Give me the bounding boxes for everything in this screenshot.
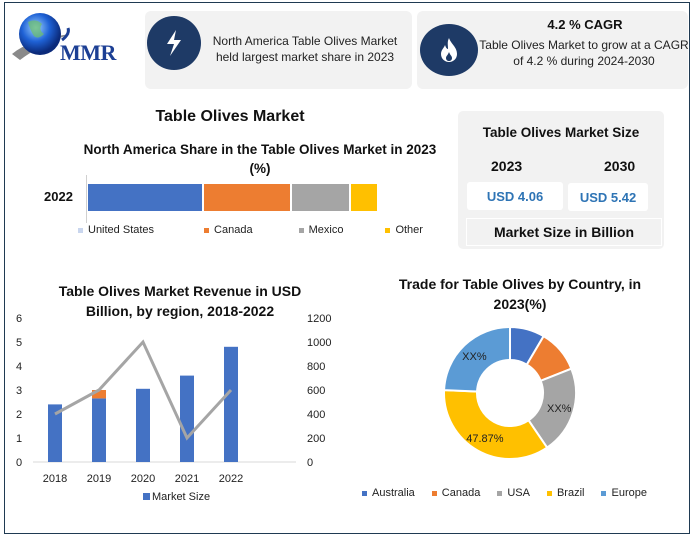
- market-size-title: Table Olives Market Size: [482, 125, 640, 140]
- na-share-stacked-bar: [88, 184, 379, 211]
- svg-text:2018: 2018: [43, 473, 67, 485]
- revenue-bar: [136, 388, 150, 462]
- lightning-bolt-icon: [147, 16, 201, 70]
- svg-text:800: 800: [307, 361, 325, 373]
- na-share-segment: [292, 184, 350, 211]
- legend-item: United States: [78, 224, 154, 236]
- legend-label: United States: [88, 224, 155, 236]
- revenue-bar: [180, 375, 194, 462]
- legend-swatch-icon: [497, 490, 503, 496]
- donut-label: XX%: [547, 403, 572, 415]
- legend-swatch-icon: [601, 490, 607, 496]
- svg-text:1: 1: [16, 433, 22, 445]
- legend-swatch-icon: [143, 493, 150, 500]
- legend-label: Mexico: [308, 224, 344, 236]
- legend-item: Australia: [362, 487, 415, 499]
- legend-label: Canada: [441, 487, 481, 499]
- na-share-segment: [204, 184, 291, 211]
- svg-text:400: 400: [307, 409, 325, 421]
- svg-text:0: 0: [307, 457, 313, 469]
- legend-item: Brazil: [546, 487, 585, 499]
- flame-icon: [420, 24, 478, 76]
- revenue-bar: [48, 404, 62, 462]
- svg-text:2020: 2020: [131, 473, 155, 485]
- legend-swatch-icon: [78, 227, 83, 233]
- svg-text:600: 600: [307, 385, 325, 397]
- na-share-axis: [86, 175, 87, 223]
- year-start-label: 2023: [491, 158, 523, 174]
- cagr-title: 4.2 % CAGR: [547, 17, 623, 32]
- infographic-frame: [4, 2, 690, 534]
- svg-text:5: 5: [16, 337, 22, 349]
- legend-swatch-icon: [298, 227, 304, 233]
- na-share-segment: [351, 184, 378, 211]
- svg-text:1200: 1200: [307, 313, 331, 325]
- svg-text:6: 6: [16, 313, 22, 325]
- na-share-legend: United States Canada Mexico Other: [78, 224, 423, 236]
- revenue-bar: [224, 346, 238, 462]
- legend-label: Canada: [214, 224, 253, 236]
- mmr-logo: MMR: [8, 10, 133, 70]
- svg-text:2: 2: [16, 409, 22, 421]
- legend-item: Canada: [431, 487, 481, 499]
- legend-item: Mexico: [298, 224, 344, 236]
- donut-label: 47.87%: [466, 433, 504, 445]
- legend-label: Australia: [372, 487, 415, 499]
- legend-swatch-icon: [204, 227, 210, 233]
- globe-icon: [12, 13, 70, 60]
- legend-label: Other: [395, 224, 423, 236]
- legend-label: Brazil: [556, 487, 585, 499]
- na-share-category-label: 2022: [44, 189, 73, 204]
- legend-swatch-icon: [385, 227, 391, 233]
- legend-swatch-icon: [431, 490, 437, 496]
- legend-item: Canada: [204, 224, 253, 236]
- legend-label: Europe: [611, 487, 647, 499]
- svg-text:0: 0: [16, 457, 22, 469]
- cagr-card: 4.2 % CAGR Table Olives Market to grow a…: [417, 11, 689, 89]
- trade-donut-chart: XX% 47.87% XX%: [443, 325, 577, 460]
- na-share-chart-title: North America Share in the Table Olives …: [83, 142, 437, 176]
- legend-swatch-icon: [362, 490, 367, 496]
- svg-text:200: 200: [307, 433, 325, 445]
- donut-slice: [443, 325, 511, 393]
- year-end-label: 2030: [604, 158, 636, 174]
- legend-label: USA: [507, 487, 530, 499]
- trade-legend: Australia Canada USA Brazil Europe: [362, 487, 664, 499]
- highlight-card: North America Table Olives Market held l…: [145, 11, 412, 89]
- svg-text:2021: 2021: [175, 473, 199, 485]
- value-end: USD 5.42: [568, 183, 648, 211]
- value-start: USD 4.06: [467, 182, 563, 210]
- page-title: Table Olives Market: [155, 108, 305, 125]
- svg-text:3: 3: [16, 385, 22, 397]
- cagr-text: Table Olives Market to grow at a CAGR of…: [479, 38, 689, 68]
- legend-item: Other: [385, 224, 423, 236]
- revenue-combo-chart: 0 1 2 3 4 5 6 0 200 400 600 800 1000 1200 2018 2019 2020…: [16, 313, 331, 503]
- legend-item: USA: [497, 487, 530, 499]
- market-size-unit-label: Market Size in Billion: [466, 218, 662, 246]
- legend-swatch-icon: [546, 490, 552, 496]
- donut-slice: [443, 389, 549, 460]
- donut-label: XX%: [462, 351, 487, 363]
- logo-text: MMR: [60, 40, 116, 65]
- highlight-text: North America Table Olives Market held l…: [212, 34, 398, 64]
- market-size-card: Table Olives Market Size 2023 2030 USD 4…: [458, 111, 664, 249]
- trade-chart-title: Trade for Table Olives by Country, in 20…: [398, 276, 642, 312]
- svg-text:2019: 2019: [87, 473, 111, 485]
- svg-text:2022: 2022: [219, 473, 243, 485]
- revenue-line: [54, 339, 233, 441]
- revenue-chart-title: Table Olives Market Revenue in USD Billi…: [58, 283, 302, 319]
- revenue-bar-stack: [92, 390, 106, 399]
- legend-item: Europe: [601, 487, 647, 499]
- na-share-segment: [88, 184, 203, 211]
- revenue-bar: [92, 398, 106, 462]
- svg-text:4: 4: [16, 361, 22, 373]
- svg-text:Market Size: Market Size: [152, 491, 210, 503]
- svg-text:1000: 1000: [307, 337, 331, 349]
